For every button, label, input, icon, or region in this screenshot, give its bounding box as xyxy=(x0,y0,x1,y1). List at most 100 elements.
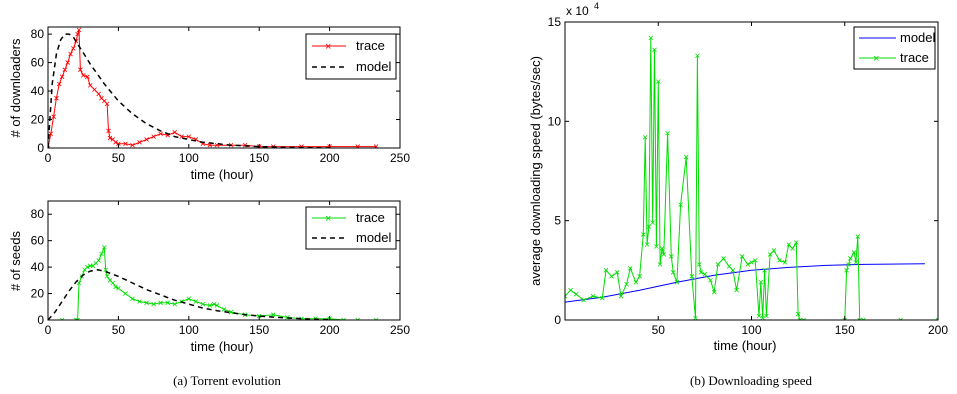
downloaders-trace-point xyxy=(76,27,82,33)
speed-trace-point xyxy=(782,260,788,265)
speed-trace-point xyxy=(696,262,702,267)
speed-trace-point xyxy=(642,134,648,140)
seeds-ylabel: # of seeds xyxy=(8,231,23,291)
speed-legend-model: model xyxy=(900,30,936,45)
speed-trace-point xyxy=(771,248,777,253)
speed-trace-point xyxy=(801,317,807,320)
seeds-trace-point xyxy=(73,317,79,320)
seeds-trace-point xyxy=(200,301,206,307)
speed-xtick-label: 50 xyxy=(652,323,666,337)
downloaders-xtick-label: 50 xyxy=(112,151,126,165)
downloaders-ytick-label: 0 xyxy=(37,141,44,155)
speed-trace-point xyxy=(745,262,751,267)
seeds-trace-point xyxy=(130,296,135,302)
speed-trace-point xyxy=(641,232,646,237)
speed-trace-point xyxy=(853,260,859,265)
speed-trace-point xyxy=(669,254,674,259)
speed-xlabel: time (hour) xyxy=(714,338,777,353)
downloaders-trace-point xyxy=(92,87,97,92)
downloaders-series-model xyxy=(48,33,330,148)
speed-trace-point xyxy=(767,252,773,257)
downloaders-trace-point xyxy=(172,130,178,135)
downloaders-trace-point xyxy=(130,142,135,148)
speed-trace-point xyxy=(568,287,573,293)
seeds-series-model xyxy=(48,269,330,320)
downloaders-xtick-label: 250 xyxy=(390,151,410,165)
seeds-trace-point xyxy=(165,300,170,306)
downloaders-trace-point xyxy=(75,31,80,37)
downloaders-trace-point xyxy=(51,114,56,119)
speed-ticks: 50 100 150 200 0 5 10 15 xyxy=(548,15,949,337)
speed-xtick-label: 200 xyxy=(928,323,948,337)
seeds-legend: × trace model xyxy=(305,206,397,250)
speed-trace-point xyxy=(657,262,663,267)
downloaders-trace-point xyxy=(78,67,83,72)
speed-xtick-label: 100 xyxy=(741,323,761,337)
seeds-xlabel: time (hour) xyxy=(191,339,254,354)
speed-trace-point xyxy=(730,268,736,273)
speed-trace-point xyxy=(855,234,861,239)
seeds-trace-point xyxy=(373,317,379,320)
speed-trace-point xyxy=(708,277,713,283)
seeds-trace-point xyxy=(99,251,104,257)
seeds-plot-frame xyxy=(47,200,401,321)
legend-marker-icon: × xyxy=(325,213,331,225)
seeds-trace-point xyxy=(207,303,213,308)
seeds-ytick-label: 80 xyxy=(31,207,45,221)
seeds-trace-point xyxy=(102,244,107,250)
speed-ytick-label: 15 xyxy=(548,15,562,29)
seeds-trace-point xyxy=(110,280,116,286)
downloaders-xlabel: time (hour) xyxy=(191,167,254,182)
seeds-ticks: 0 50 100 150 200 250 0 20 40 60 80 xyxy=(31,201,410,337)
speed-trace-point xyxy=(633,279,639,285)
seeds-trace-point xyxy=(221,307,227,312)
downloaders-trace-point xyxy=(107,135,113,141)
downloaders-chart: 0 50 100 150 200 250 0 20 40 60 80 # of downloader… xyxy=(8,26,410,182)
downloaders-trace-point xyxy=(80,73,86,78)
downloaders-trace-point xyxy=(106,128,111,134)
seeds-trace-point xyxy=(104,274,110,279)
downloaders-xtick-label: 0 xyxy=(45,151,52,165)
seeds-ytick-label: 60 xyxy=(31,234,45,248)
seeds-legend-model: model xyxy=(356,230,392,245)
speed-trace-point xyxy=(661,252,667,257)
speed-trace-point xyxy=(749,260,754,265)
seeds-ytick-label: 40 xyxy=(31,260,45,274)
seeds-trace-point xyxy=(214,303,220,308)
speed-trace-point xyxy=(898,317,903,320)
speed-trace-point xyxy=(618,293,624,299)
speed-trace-point xyxy=(739,254,745,259)
speed-trace-point xyxy=(573,291,579,297)
downloaders-ytick-label: 40 xyxy=(31,84,45,98)
seeds-trace-point xyxy=(186,296,192,302)
downloaders-legend-model: model xyxy=(356,59,392,74)
speed-legend-trace: trace xyxy=(900,50,929,65)
seeds-trace-point xyxy=(116,285,121,291)
downloaders-trace-point xyxy=(59,74,65,80)
downloaders-trace-point xyxy=(186,134,192,139)
downloaders-trace-point xyxy=(137,140,142,145)
downloaders-trace-point xyxy=(71,46,76,51)
speed-trace-point xyxy=(665,130,670,136)
speed-trace-point xyxy=(846,262,851,267)
speed-trace-point xyxy=(715,262,721,267)
seeds-trace-point xyxy=(76,280,82,286)
legend-marker-icon: × xyxy=(873,53,879,65)
seeds-trace-point xyxy=(172,301,178,307)
speed-trace-point xyxy=(581,297,586,303)
speed-trace-point xyxy=(842,317,848,320)
speed-trace-point xyxy=(678,202,683,208)
seeds-series-trace xyxy=(48,247,377,320)
downloaders-ticks: 0 50 100 150 200 250 0 20 40 60 80 xyxy=(31,27,410,165)
downloaders-trace-point xyxy=(56,81,62,87)
speed-trace-point xyxy=(693,315,698,320)
caption-right: (b) Downloading speed xyxy=(690,373,813,388)
seeds-trace-point xyxy=(211,301,217,307)
speed-trace-point xyxy=(683,154,689,160)
downloaders-xtick-label: 100 xyxy=(179,151,199,165)
speed-trace-point xyxy=(848,256,853,261)
speed-trace-point xyxy=(795,311,801,317)
downloaders-trace-point xyxy=(104,101,110,107)
speed-trace-point xyxy=(644,242,650,247)
speed-trace-point xyxy=(565,293,568,299)
